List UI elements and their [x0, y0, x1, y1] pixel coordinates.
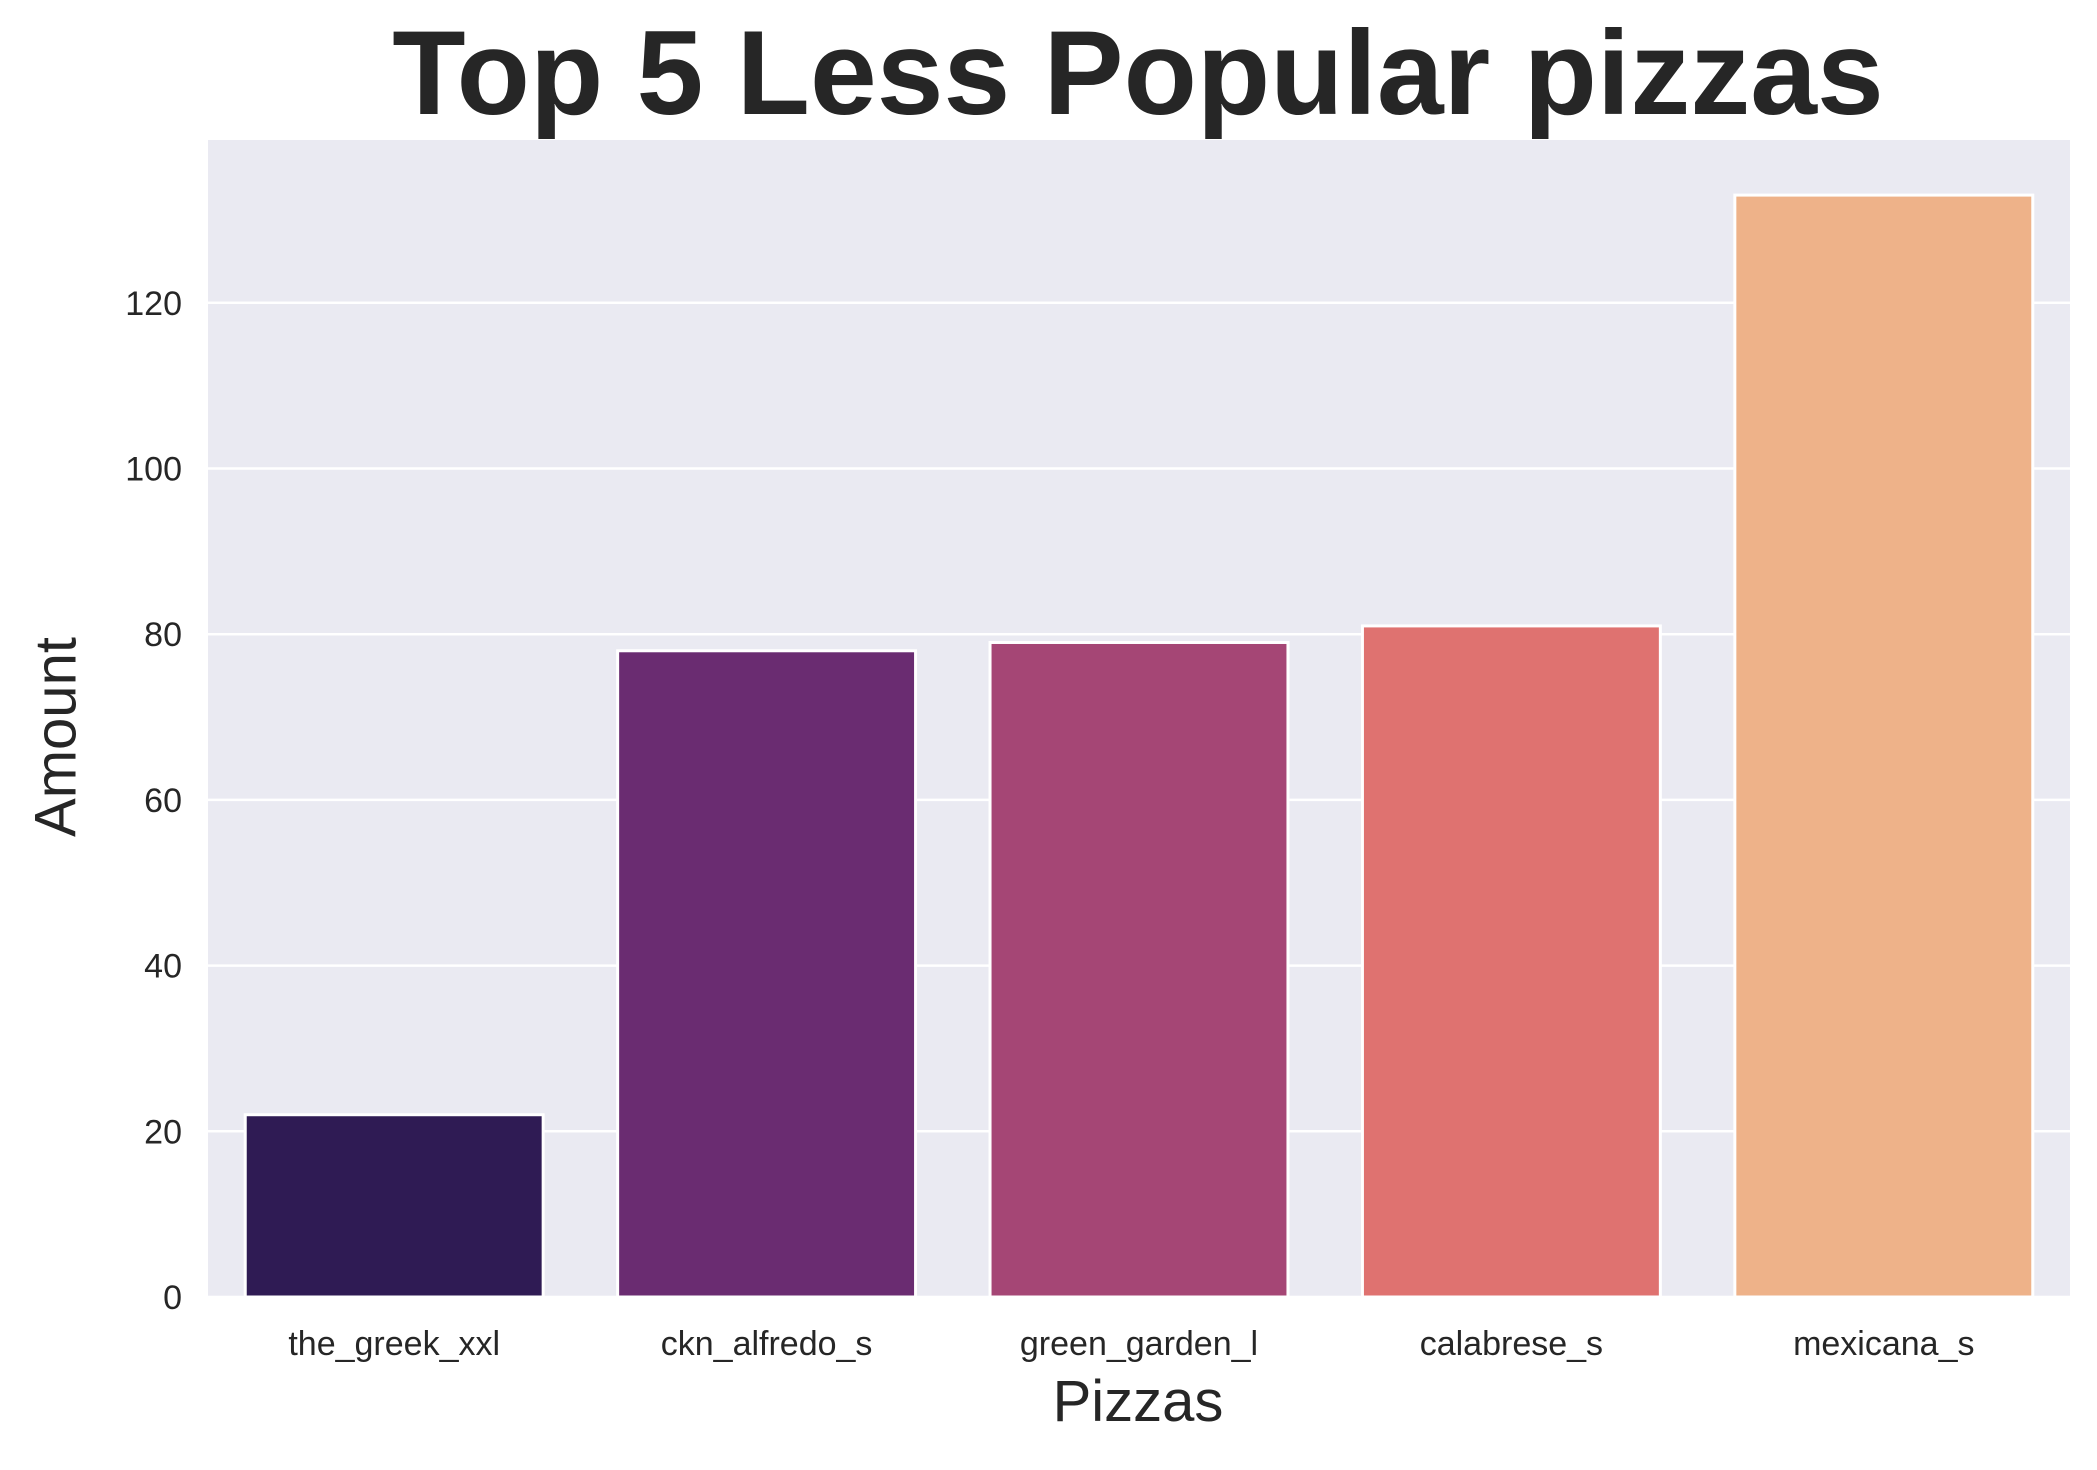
- bar-ckn_alfredo_s: [616, 649, 918, 1299]
- bar-calabrese_s: [1360, 624, 1662, 1299]
- bar-the_greek_xxl: [243, 1113, 545, 1299]
- y-tick-label: 120: [125, 285, 182, 323]
- x-tick-label: green_garden_l: [1020, 1325, 1258, 1363]
- y-tick-label: 100: [125, 451, 182, 489]
- bar-green_garden_l: [988, 640, 1290, 1299]
- y-tick-label: 20: [144, 1113, 182, 1151]
- y-tick-label: 60: [144, 782, 182, 820]
- x-tick-label: mexicana_s: [1793, 1325, 1974, 1363]
- chart-title: Top 5 Less Popular pizzas: [392, 6, 1884, 140]
- x-axis-label: Pizzas: [1052, 1369, 1224, 1434]
- x-tick-label: the_greek_xxl: [288, 1325, 500, 1363]
- y-tick-label: 0: [163, 1279, 182, 1317]
- y-tick-label: 40: [144, 948, 182, 986]
- x-tick-label: calabrese_s: [1420, 1325, 1603, 1363]
- x-tick-label: ckn_alfredo_s: [661, 1325, 873, 1363]
- y-tick-label: 80: [144, 616, 182, 654]
- bar-mexicana_s: [1733, 193, 2035, 1299]
